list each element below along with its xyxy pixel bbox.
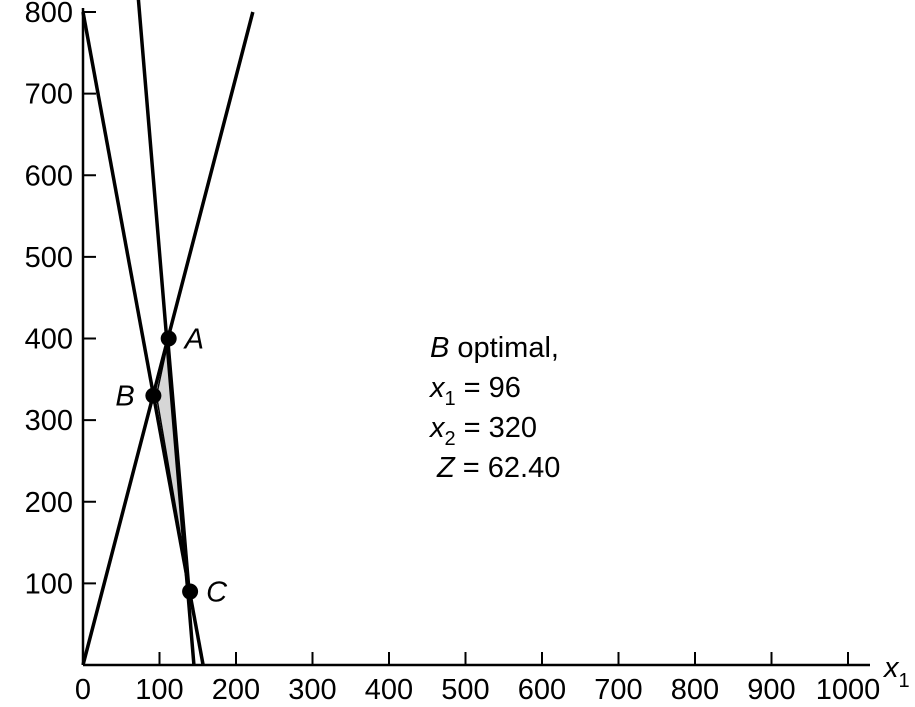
- x-tick-label: 1000: [816, 674, 881, 706]
- x-tick-label: 600: [518, 674, 566, 706]
- annotation-line-2: x1 = 96: [428, 372, 521, 410]
- vertex-label-c: C: [206, 577, 228, 609]
- annotation-line-1: B optimal,: [430, 332, 559, 364]
- solution-annotation: B optimal, x1 = 96 x2 = 320 Z = 62.40: [428, 332, 560, 484]
- x-tick-label: 100: [135, 674, 183, 706]
- y-tick-label: 300: [25, 405, 73, 437]
- vertex-label-a: A: [183, 324, 204, 356]
- y-tick-label: 200: [25, 487, 73, 519]
- annotation-line-2-text: = 96: [456, 372, 521, 404]
- y-tick-label: 400: [25, 324, 73, 356]
- x-tick-label: 0: [75, 674, 91, 706]
- vertex-point-c: [182, 583, 199, 600]
- annotation-line-3-text: = 320: [456, 412, 537, 444]
- x-tick-label: 700: [594, 674, 642, 706]
- annotation-line-1-text: optimal,: [449, 332, 559, 364]
- annotation-line-1-var: B: [430, 332, 449, 364]
- y-tick-label: 100: [25, 568, 73, 600]
- y-tick-label: 600: [25, 160, 73, 192]
- x-axis-label-sub: 1: [899, 670, 910, 692]
- plot-area: 0 100 200 300 400 500 600 700 800 900 1000 100 200 30…: [25, 0, 881, 706]
- x-tick-label: 900: [747, 674, 795, 706]
- constraint-line-3: [136, 0, 196, 666]
- x-tick-label: 200: [212, 674, 260, 706]
- x-axis-label-var: x: [882, 652, 900, 684]
- annotation-line-4: Z = 62.40: [436, 452, 560, 484]
- annotation-line-3: x2 = 320: [428, 412, 537, 450]
- annotation-line-2-var: x: [428, 372, 446, 404]
- annotation-line-2-sub: 1: [445, 388, 456, 410]
- y-tick-label: 800: [25, 0, 73, 29]
- vertex-label-b: B: [115, 381, 134, 413]
- annotation-line-4-var: Z: [436, 452, 456, 484]
- x-tick-label: 400: [365, 674, 413, 706]
- x-tick-label: 500: [441, 674, 489, 706]
- y-tick-label: 500: [25, 242, 73, 274]
- x-tick-label: 300: [288, 674, 336, 706]
- annotation-line-3-var: x: [428, 412, 446, 444]
- vertex-point-a: [160, 330, 177, 347]
- x-axis-label: x1: [882, 652, 910, 692]
- annotation-line-4-text: = 62.40: [455, 452, 561, 484]
- annotation-line-3-sub: 2: [445, 428, 456, 450]
- y-tick-label: 700: [25, 79, 73, 111]
- x-tick-label: 800: [671, 674, 719, 706]
- constraint-line-2: [81, 11, 205, 666]
- vertex-point-b: [145, 387, 162, 404]
